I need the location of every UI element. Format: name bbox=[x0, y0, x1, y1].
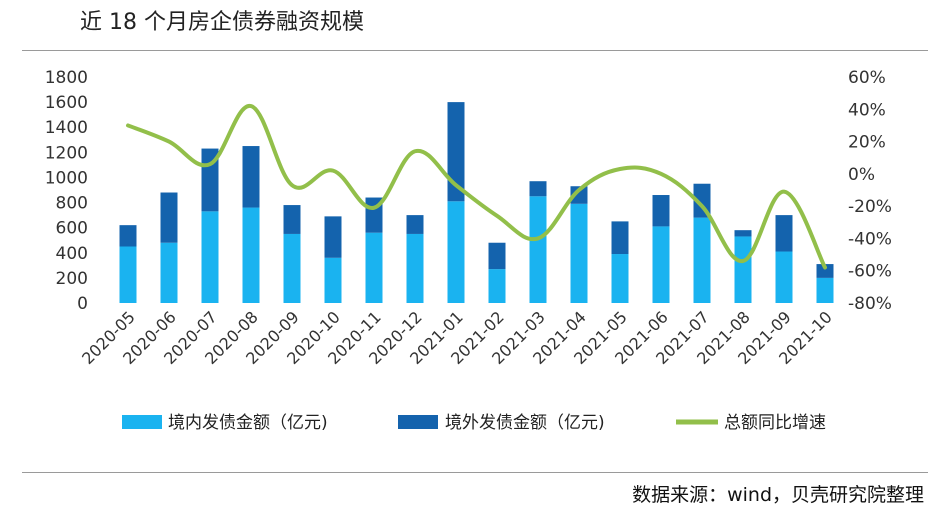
bar-domestic bbox=[283, 233, 301, 303]
legend-swatch-domestic bbox=[122, 415, 162, 429]
bar-domestic bbox=[775, 251, 793, 303]
left-tick-label: 1600 bbox=[45, 93, 88, 113]
left-tick-label: 1400 bbox=[45, 118, 88, 138]
right-tick-label: 20% bbox=[848, 133, 886, 153]
right-tick-label: 0% bbox=[848, 165, 875, 185]
growth-line bbox=[126, 104, 827, 270]
bar-overseas bbox=[734, 230, 752, 237]
bar-domestic bbox=[119, 246, 137, 303]
top-divider bbox=[22, 50, 928, 51]
right-tick-label: -20% bbox=[848, 197, 892, 217]
left-tick-label: 1800 bbox=[45, 68, 88, 88]
bar-overseas bbox=[775, 215, 793, 252]
bar-domestic bbox=[734, 236, 752, 303]
source-note: 数据来源：wind，贝壳研究院整理 bbox=[632, 484, 924, 506]
right-tick-label: 40% bbox=[848, 100, 886, 120]
right-tick-label: -60% bbox=[848, 262, 892, 282]
bar-overseas bbox=[119, 225, 137, 247]
legend-label-domestic: 境内发债金额（亿元) bbox=[168, 413, 328, 433]
bar-overseas bbox=[324, 216, 342, 258]
bar-domestic bbox=[611, 254, 629, 303]
bar-domestic bbox=[570, 203, 588, 303]
left-tick-label: 0 bbox=[77, 294, 88, 314]
legend-label-overseas: 境外发债金额（亿元) bbox=[445, 413, 605, 433]
right-tick-label: -80% bbox=[848, 294, 892, 314]
bar-overseas bbox=[488, 242, 506, 270]
chart-title: 近 18 个月房企债券融资规模 bbox=[80, 10, 364, 35]
bar-domestic bbox=[447, 201, 465, 303]
left-tick-label: 800 bbox=[56, 194, 88, 214]
left-tick-label: 1000 bbox=[45, 168, 88, 188]
bar-domestic bbox=[529, 196, 547, 303]
left-y-axis: 0 200 400 600 800 1000 1200 1400 1600 1800 bbox=[45, 68, 88, 314]
right-tick-label: -40% bbox=[848, 229, 892, 249]
bar-overseas bbox=[570, 186, 588, 204]
bar-domestic bbox=[488, 269, 506, 303]
left-tick-label: 200 bbox=[56, 269, 88, 289]
left-tick-label: 600 bbox=[56, 219, 88, 239]
x-axis: 2020-052020-062020-072020-082020-092020-… bbox=[78, 307, 836, 368]
bar-domestic bbox=[693, 217, 711, 303]
bar-overseas bbox=[611, 221, 629, 255]
bar-domestic bbox=[652, 226, 670, 303]
bar-domestic bbox=[324, 257, 342, 303]
bar-overseas bbox=[160, 192, 178, 243]
right-tick-label: 60% bbox=[848, 68, 886, 88]
bar-overseas bbox=[529, 181, 547, 197]
bar-domestic bbox=[160, 242, 178, 303]
bar-overseas bbox=[816, 264, 834, 278]
bar-overseas bbox=[447, 102, 465, 202]
bar-overseas bbox=[652, 195, 670, 227]
right-y-axis: -80% -60% -40% -20% 0% 20% 40% 60% bbox=[848, 68, 892, 314]
growth-line-series bbox=[126, 104, 827, 270]
bar-domestic bbox=[406, 233, 424, 303]
bar-overseas bbox=[283, 205, 301, 234]
left-tick-label: 400 bbox=[56, 244, 88, 264]
left-tick-label: 1200 bbox=[45, 143, 88, 163]
bottom-divider bbox=[22, 472, 928, 473]
bar-series bbox=[119, 102, 834, 303]
bar-overseas bbox=[242, 146, 260, 208]
legend-swatch-overseas bbox=[398, 415, 438, 429]
bar-domestic bbox=[816, 277, 834, 303]
bar-domestic bbox=[201, 211, 219, 303]
legend-label-growth: 总额同比增速 bbox=[724, 413, 826, 433]
bar-domestic bbox=[242, 207, 260, 303]
bar-domestic bbox=[365, 232, 383, 303]
legend: 境内发债金额（亿元) 境外发债金额（亿元) 总额同比增速 bbox=[122, 413, 826, 433]
bar-overseas bbox=[406, 215, 424, 234]
